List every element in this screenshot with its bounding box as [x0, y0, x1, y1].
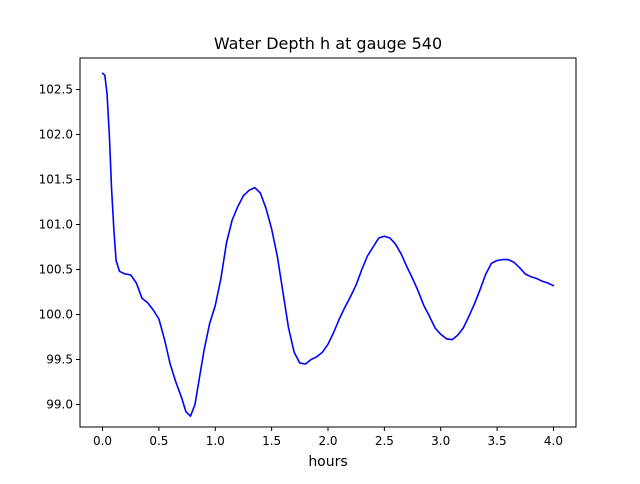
x-tick-label: 1.5 [262, 434, 281, 448]
chart-title: Water Depth h at gauge 540 [214, 34, 442, 53]
x-axis-label: hours [308, 454, 347, 470]
y-axis: 99.0 99.5 100.0 100.5 101.0 101.5 102.0 102.5 [39, 83, 80, 412]
x-tick-label: 0.5 [149, 434, 168, 448]
y-tick-label: 101.0 [39, 218, 73, 232]
series-line-0 [101, 72, 555, 418]
series-layer [101, 72, 555, 418]
x-tick-label: 0.0 [93, 434, 112, 448]
plot-area [79, 57, 577, 428]
y-tick-label: 99.0 [46, 398, 73, 412]
x-tick-label: 2.5 [375, 434, 394, 448]
y-tick-label: 102.5 [39, 83, 73, 97]
plot-background [80, 58, 576, 427]
y-tick-label: 102.0 [39, 128, 73, 142]
x-axis: 0.0 0.5 1.0 1.5 2.0 2.5 3.0 3.5 4.0 [93, 427, 563, 448]
y-tick-label: 100.5 [39, 263, 73, 277]
y-tick-label: 99.5 [46, 353, 73, 367]
x-tick-label: 1.0 [206, 434, 225, 448]
x-tick-label: 3.0 [431, 434, 450, 448]
x-tick-label: 4.0 [544, 434, 563, 448]
y-tick-label: 101.5 [39, 173, 73, 187]
x-tick-label: 2.0 [318, 434, 337, 448]
y-tick-label: 100.0 [39, 308, 73, 322]
x-tick-label: 3.5 [488, 434, 507, 448]
